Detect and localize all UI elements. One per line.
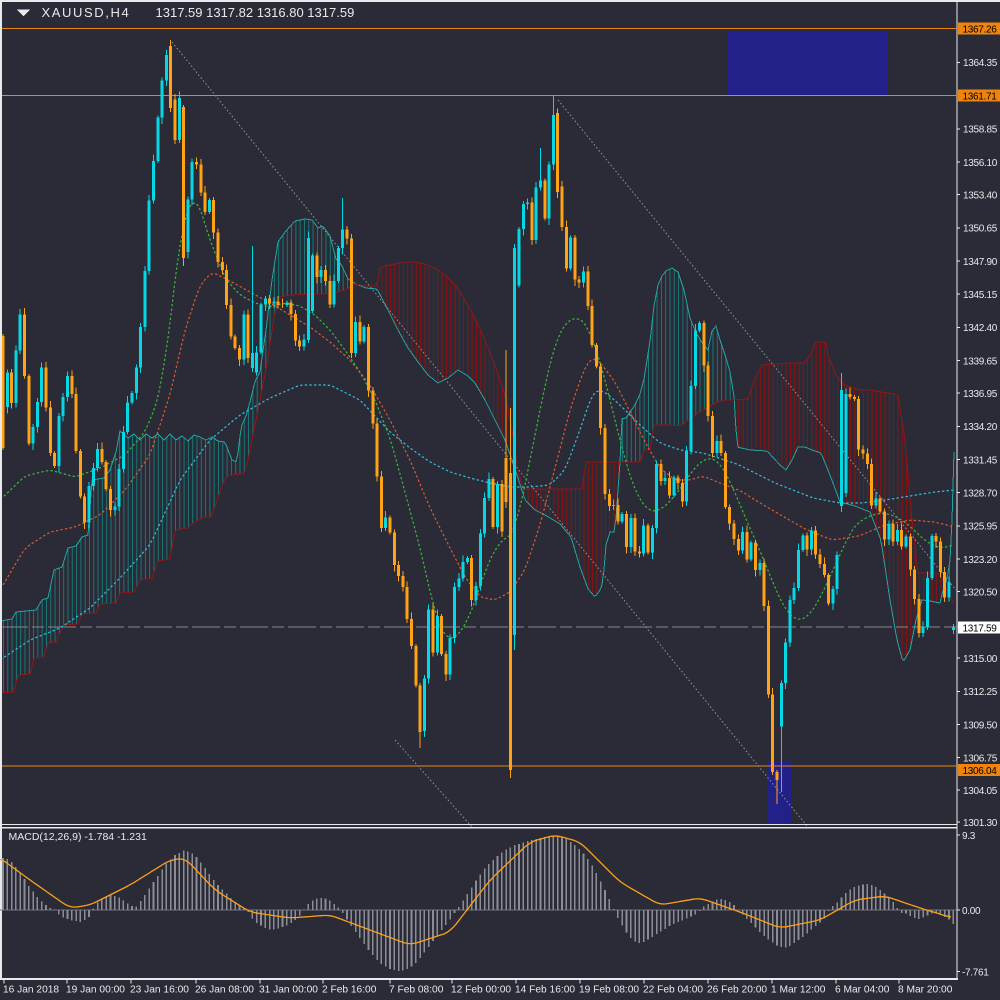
svg-text:2 Feb 16:00: 2 Feb 16:00	[322, 985, 377, 996]
svg-text:23 Jan 16:00: 23 Jan 16:00	[130, 985, 189, 996]
svg-text:1304.05: 1304.05	[963, 786, 998, 797]
svg-text:1361.71: 1361.71	[963, 91, 998, 102]
svg-text:19 Feb 08:00: 19 Feb 08:00	[579, 985, 639, 996]
svg-text:1323.20: 1323.20	[963, 555, 998, 566]
svg-text:22 Feb 04:00: 22 Feb 04:00	[643, 985, 703, 996]
svg-text:19 Jan 00:00: 19 Jan 00:00	[66, 985, 125, 996]
svg-text:-7.761: -7.761	[962, 967, 989, 978]
svg-text:MACD(12,26,9) -1.784 -1.231: MACD(12,26,9) -1.784 -1.231	[9, 831, 147, 843]
svg-text:1356.10: 1356.10	[963, 158, 998, 169]
svg-text:0.00: 0.00	[962, 906, 981, 917]
svg-text:1345.15: 1345.15	[963, 290, 998, 301]
svg-text:XAUUSD,H4: XAUUSD,H4	[42, 5, 131, 20]
svg-text:1301.30: 1301.30	[963, 818, 998, 829]
svg-text:12 Feb 00:00: 12 Feb 00:00	[451, 985, 511, 996]
svg-text:31 Jan 00:00: 31 Jan 00:00	[259, 985, 318, 996]
svg-text:26 Feb 20:00: 26 Feb 20:00	[707, 985, 767, 996]
svg-text:1347.90: 1347.90	[963, 257, 998, 268]
svg-text:14 Feb 16:00: 14 Feb 16:00	[515, 985, 575, 996]
svg-text:1367.26: 1367.26	[963, 24, 998, 35]
svg-text:1339.65: 1339.65	[963, 356, 998, 367]
svg-text:6 Mar 04:00: 6 Mar 04:00	[835, 985, 890, 996]
svg-text:1350.65: 1350.65	[963, 224, 998, 235]
svg-text:1312.25: 1312.25	[963, 687, 998, 698]
svg-text:7 Feb 08:00: 7 Feb 08:00	[389, 985, 444, 996]
svg-text:9.3: 9.3	[962, 831, 976, 842]
svg-text:1336.95: 1336.95	[963, 389, 998, 400]
svg-text:1320.50: 1320.50	[963, 587, 998, 598]
svg-text:1342.40: 1342.40	[963, 323, 998, 334]
svg-text:1325.95: 1325.95	[963, 522, 998, 533]
svg-text:1358.85: 1358.85	[963, 125, 998, 136]
svg-text:1328.70: 1328.70	[963, 489, 998, 500]
svg-text:1309.50: 1309.50	[963, 720, 998, 731]
svg-text:1306.75: 1306.75	[963, 753, 998, 764]
svg-text:1364.35: 1364.35	[963, 58, 998, 69]
svg-text:1353.40: 1353.40	[963, 190, 998, 201]
svg-text:1317.59 1317.82 1316.80 1317.5: 1317.59 1317.82 1316.80 1317.59	[156, 5, 355, 20]
svg-text:1317.59: 1317.59	[963, 623, 998, 634]
svg-text:1 Mar 12:00: 1 Mar 12:00	[771, 985, 826, 996]
svg-text:1315.00: 1315.00	[963, 654, 998, 665]
svg-text:1306.04: 1306.04	[963, 766, 998, 777]
svg-text:26 Jan 08:00: 26 Jan 08:00	[195, 985, 254, 996]
svg-text:1334.20: 1334.20	[963, 422, 998, 433]
svg-text:8 Mar 20:00: 8 Mar 20:00	[898, 985, 953, 996]
svg-text:16 Jan 2018: 16 Jan 2018	[3, 985, 59, 996]
svg-text:1331.45: 1331.45	[963, 455, 998, 466]
